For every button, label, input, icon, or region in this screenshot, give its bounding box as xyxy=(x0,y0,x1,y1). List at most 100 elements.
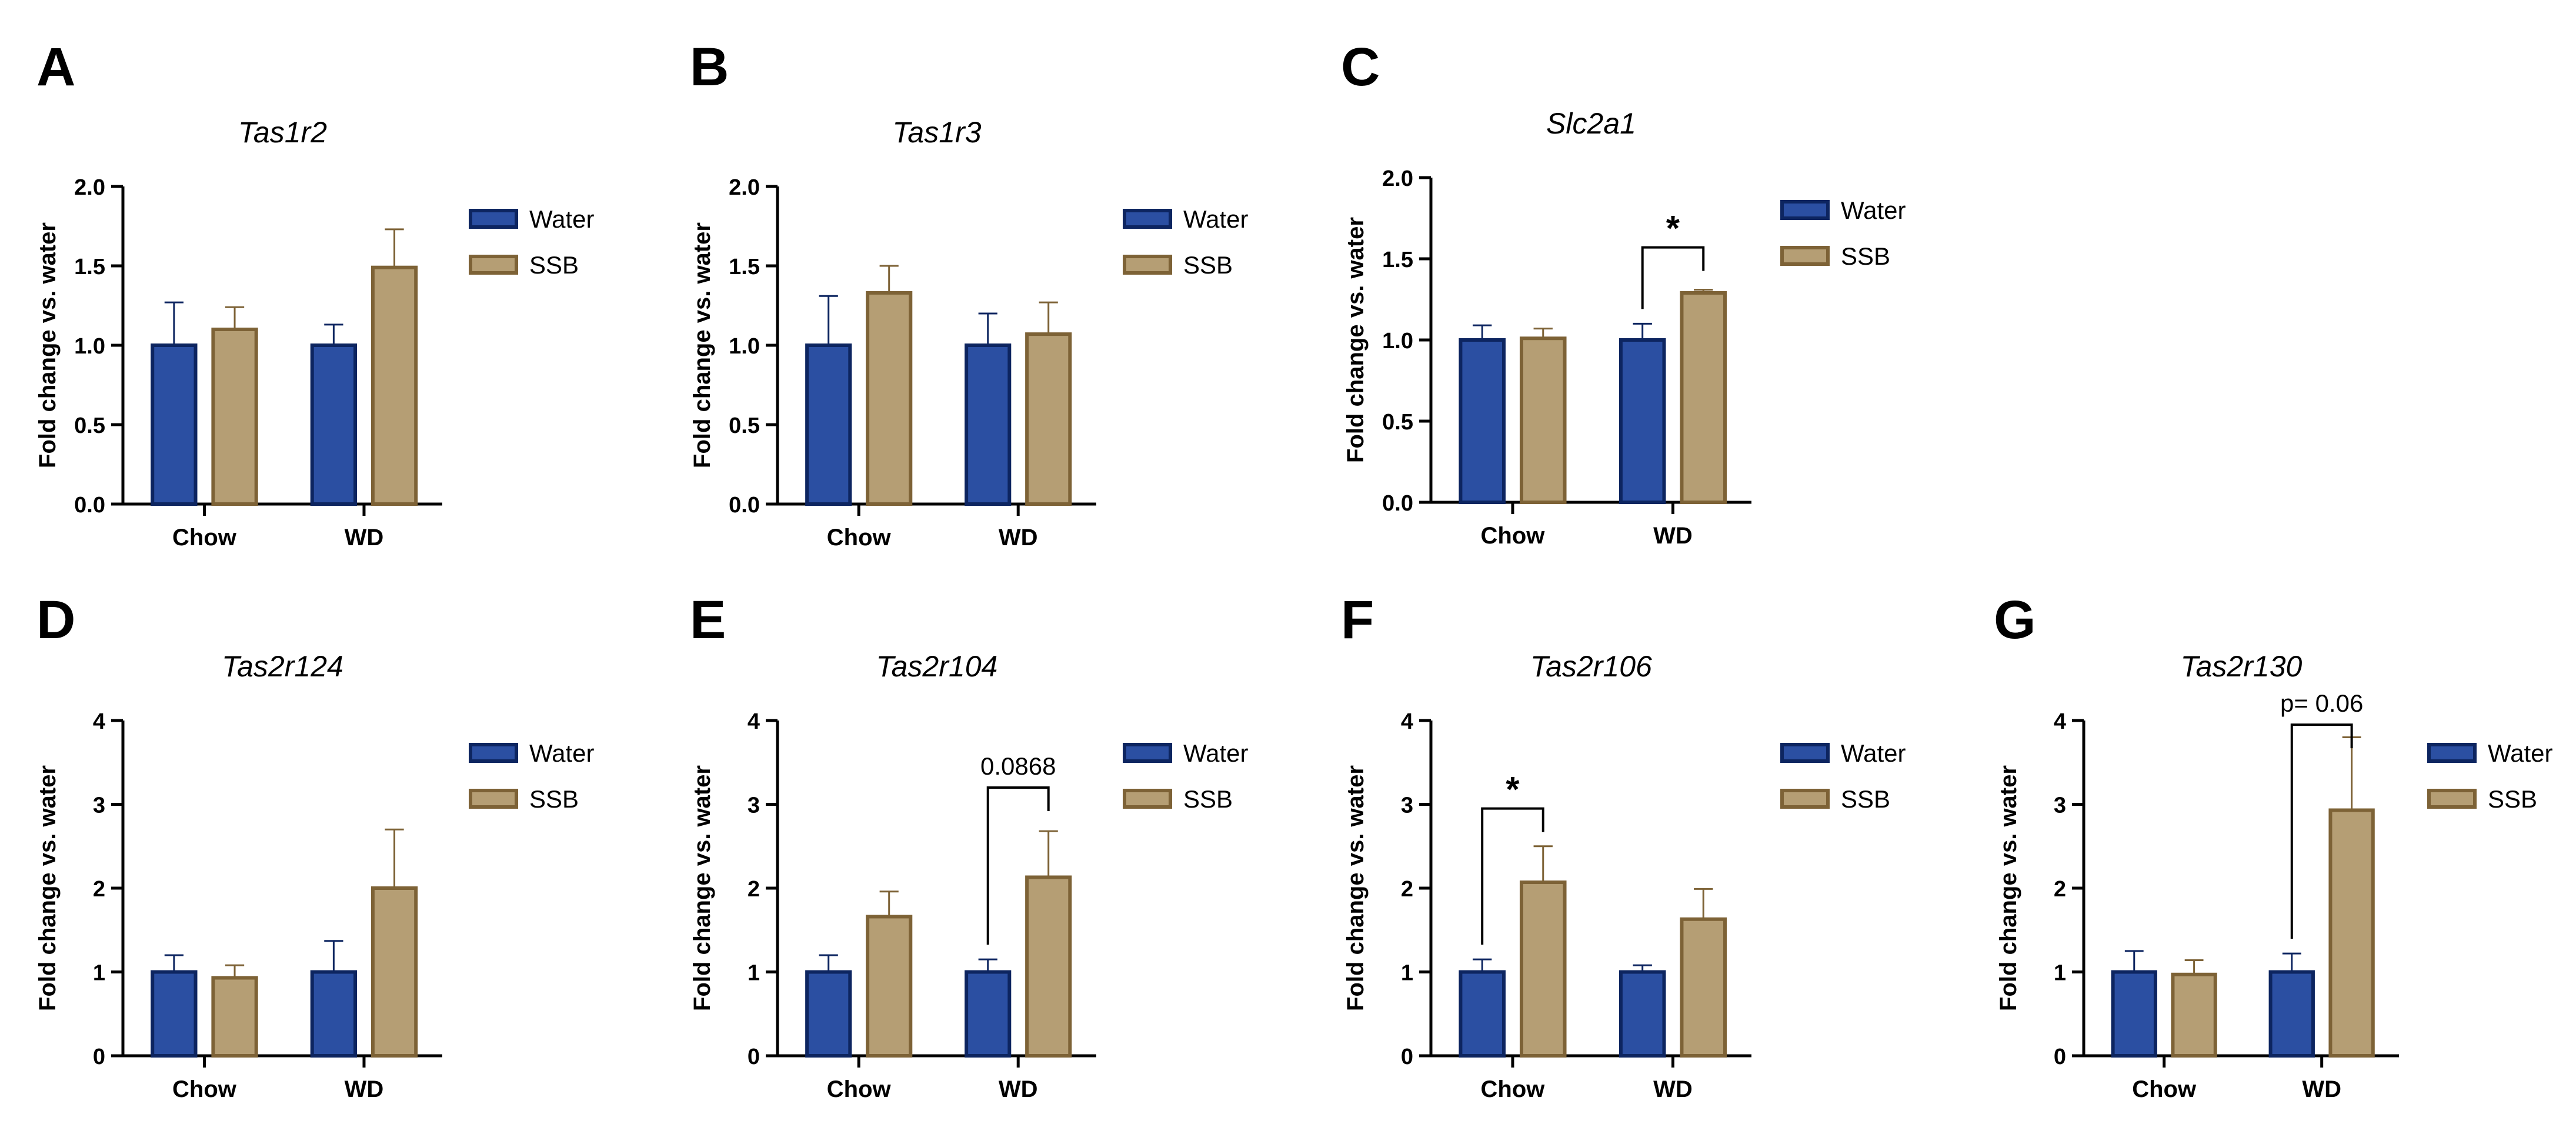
y-tick-label: 2 xyxy=(2054,877,2066,902)
panel-a: A Tas1r2 Fold change vs. water 0.0 0.5 1.0 1.5… xyxy=(35,37,594,551)
x-tick-label: WD xyxy=(1653,523,1693,549)
bar-ssb-chow xyxy=(211,328,258,506)
legend-swatch-ssb xyxy=(1780,789,1830,809)
bar-water-wd xyxy=(1619,338,1666,504)
significance-label: 0.0868 xyxy=(980,752,1056,780)
y-tick-label: 2 xyxy=(93,877,105,902)
bar-water-chow xyxy=(2111,970,2157,1058)
legend-label-ssb: SSB xyxy=(1841,242,1890,270)
y-tick-label: 1 xyxy=(93,961,105,986)
x-tick-label: Chow xyxy=(172,1076,237,1102)
bar-ssb-wd xyxy=(2328,808,2375,1058)
legend-label-ssb: SSB xyxy=(1183,785,1233,813)
y-tick-label: 1.0 xyxy=(74,334,105,359)
legend-label-ssb: SSB xyxy=(1183,251,1233,279)
bar-ssb-wd xyxy=(1680,291,1727,504)
legend-swatch-water xyxy=(1780,743,1830,763)
bar-ssb-wd xyxy=(371,265,418,506)
x-tick-label: WD xyxy=(345,1076,384,1102)
bar-ssb-wd xyxy=(371,886,418,1058)
chart-title: Tas1r3 xyxy=(892,116,981,149)
chart-title: Tas2r104 xyxy=(876,650,998,683)
x-tick-label: Chow xyxy=(172,525,237,551)
x-tick-label: Chow xyxy=(827,1076,892,1102)
y-tick-label: 2.0 xyxy=(74,175,105,200)
y-tick-label: 3 xyxy=(93,793,105,818)
y-tick-label: 4 xyxy=(93,709,105,734)
y-tick-label: 0 xyxy=(93,1045,105,1069)
legend-swatch-water xyxy=(2427,743,2477,763)
legend-label-water: Water xyxy=(2488,739,2552,767)
bar-ssb-chow xyxy=(866,291,913,506)
chart-title: Tas1r2 xyxy=(238,116,327,149)
legend-swatch-water xyxy=(469,209,518,229)
legend-label-ssb: SSB xyxy=(529,785,579,813)
legend-swatch-ssb xyxy=(1123,789,1172,809)
y-tick-label: 0.0 xyxy=(1382,491,1413,516)
x-tick-label: WD xyxy=(999,1076,1038,1102)
bar-water-chow xyxy=(805,343,852,506)
y-axis-label: Fold change vs. water xyxy=(35,222,61,468)
y-tick-label: 0 xyxy=(1401,1045,1413,1069)
y-tick-label: 1.5 xyxy=(1382,248,1413,272)
y-tick-label: 2.0 xyxy=(729,175,760,200)
legend-label-water: Water xyxy=(529,205,594,233)
panel-b: B Tas1r3 Fold change vs. water 0.0 0.5 1.0 1.5… xyxy=(689,37,1248,551)
panel-e: E Tas2r104 Fold change vs. water 0 1 2 3 4 Chow W… xyxy=(689,590,1248,1102)
y-tick-label: 0 xyxy=(748,1045,760,1069)
legend-swatch-water xyxy=(469,743,518,763)
panel-f: F Tas2r106 Fold change vs. water 0 1 2 3 4 Chow W… xyxy=(1341,590,1906,1102)
significance-bracket xyxy=(1641,246,1705,309)
bar-water-chow xyxy=(805,970,852,1058)
y-tick-label: 0.5 xyxy=(729,413,760,438)
x-tick-label: Chow xyxy=(1481,1076,1546,1102)
legend-label-ssb: SSB xyxy=(529,251,579,279)
y-tick-label: 1 xyxy=(1401,961,1413,986)
panel-g: G Tas2r130 Fold change vs. water 0 1 2 3 4 Chow W… xyxy=(1994,590,2552,1102)
y-tick-label: 0.0 xyxy=(729,493,760,518)
y-tick-label: 2.0 xyxy=(1382,166,1413,191)
chart-title: Tas2r124 xyxy=(222,650,343,683)
bar-water-wd xyxy=(965,970,1012,1058)
y-tick-label: 1.0 xyxy=(1382,329,1413,353)
bar-ssb-wd xyxy=(1025,875,1072,1058)
y-tick-label: 0.5 xyxy=(1382,410,1413,435)
bar-water-chow xyxy=(151,970,198,1058)
y-tick-label: 0.5 xyxy=(74,413,105,438)
y-tick-label: 1.5 xyxy=(74,255,105,279)
x-tick-label: WD xyxy=(999,525,1038,551)
legend-label-water: Water xyxy=(1841,739,1906,767)
y-tick-label: 0 xyxy=(2054,1045,2066,1069)
bar-ssb-wd xyxy=(1025,332,1072,506)
y-tick-label: 3 xyxy=(748,793,760,818)
significance-bracket xyxy=(986,786,1050,945)
y-tick-label: 4 xyxy=(1401,709,1413,734)
bar-water-wd xyxy=(310,970,358,1058)
bar-water-chow xyxy=(1459,338,1506,504)
bar-ssb-chow xyxy=(211,976,258,1058)
y-axis-label: Fold change vs. water xyxy=(35,765,61,1011)
bar-water-wd xyxy=(310,343,358,506)
y-axis-label: Fold change vs. water xyxy=(1343,217,1369,463)
panel-letter: E xyxy=(690,590,726,650)
bar-ssb-chow xyxy=(866,915,913,1058)
x-tick-label: Chow xyxy=(1481,523,1546,549)
y-tick-label: 1 xyxy=(2054,961,2066,986)
bar-ssb-chow xyxy=(2171,972,2217,1058)
x-tick-label: WD xyxy=(2302,1076,2341,1102)
legend-label-water: Water xyxy=(1183,205,1248,233)
legend-label-ssb: SSB xyxy=(1841,785,1890,813)
bar-water-chow xyxy=(1459,970,1506,1058)
y-tick-label: 3 xyxy=(1401,793,1413,818)
significance-bracket xyxy=(2290,723,2353,939)
legend-swatch-ssb xyxy=(469,789,518,809)
x-tick-label: Chow xyxy=(827,525,892,551)
panel-letter: F xyxy=(1341,590,1374,650)
chart-title: Tas2r106 xyxy=(1530,650,1652,683)
panel-letter: D xyxy=(36,590,75,650)
bar-water-wd xyxy=(1619,970,1666,1058)
legend-swatch-water xyxy=(1123,743,1172,763)
y-tick-label: 1.5 xyxy=(729,255,760,279)
